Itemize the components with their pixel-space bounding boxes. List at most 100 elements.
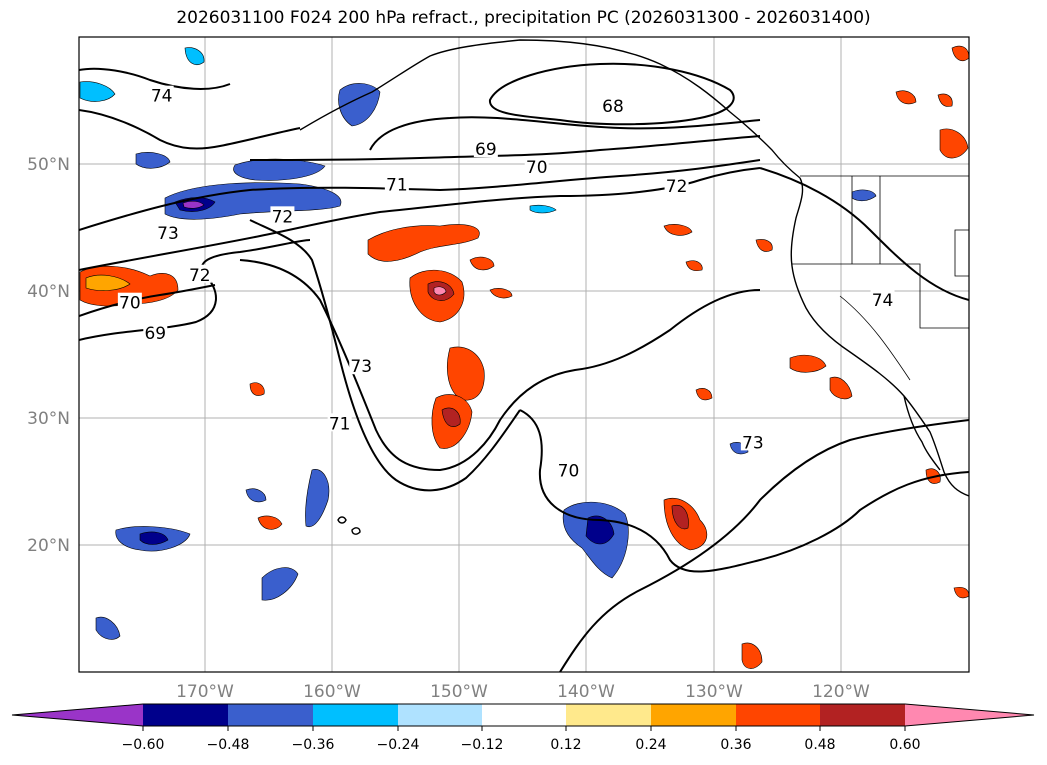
colorbar-extend-min (12, 704, 143, 726)
colorbar-tick: 0.60 (889, 737, 920, 753)
contour-71-loop (249, 219, 521, 492)
political-borders (792, 175, 969, 381)
lon-label: 150°W (430, 682, 488, 702)
colorbar-segment (143, 704, 228, 726)
contour-72 (79, 167, 761, 271)
contour-label-bg (601, 95, 625, 114)
precip-pos-area (951, 45, 969, 61)
contour-label-bg (740, 432, 765, 451)
precip-neg-area (95, 616, 121, 640)
contour-73-east (559, 419, 969, 672)
colorbar-tick: −0.12 (461, 737, 504, 753)
colorbar-tick: −0.60 (122, 737, 165, 753)
contour-label-bg (187, 264, 212, 283)
colorbar-segment (398, 704, 482, 726)
lat-label: 40°N (27, 282, 70, 302)
contour-74-east (759, 167, 969, 301)
precip-pos-area (433, 286, 447, 296)
contour-70-loop (519, 409, 969, 573)
lon-label: 130°W (685, 682, 743, 702)
contour-68 (488, 62, 735, 126)
colorbar-tick: −0.24 (377, 737, 420, 753)
precip-pos-area (663, 224, 693, 236)
contour-label: 70 (526, 158, 548, 178)
precip-neg-area (585, 515, 615, 545)
precip-pos-area (367, 224, 480, 262)
contour-label: 68 (602, 97, 624, 117)
precip-pos-area (695, 388, 713, 401)
precip-neg-area (305, 469, 330, 528)
colorbar-extend-max (905, 704, 1034, 726)
contour-label: 69 (475, 140, 497, 160)
precip-neg-area (245, 488, 267, 503)
colorbar-segment (313, 704, 398, 726)
axis-labels: 170°W 160°W 150°W 140°W 130°W 120°W 50°N… (27, 155, 870, 702)
precip-neg-area (135, 152, 171, 169)
precip-pos-area (489, 288, 513, 299)
contour-label: 73 (157, 224, 179, 244)
contour-74-nw (79, 67, 231, 90)
coastline-hawaii-1 (337, 516, 347, 524)
precip-neg-area (529, 204, 557, 214)
contour-label: 72 (666, 177, 688, 197)
contour-70 (249, 135, 761, 161)
lon-label: 170°W (176, 682, 234, 702)
gridlines (79, 37, 969, 672)
contour-label-bg (384, 174, 409, 193)
precip-pos-area (441, 407, 461, 427)
colorbar-tick: 0.36 (720, 737, 751, 753)
colorbar-segment (566, 704, 651, 726)
precip-neg-area (184, 47, 205, 65)
map-title: 2026031100 F024 200 hPa refract., precip… (176, 8, 871, 28)
precip-pos-area (741, 642, 763, 669)
colorbar-tick: 0.24 (635, 737, 666, 753)
contour-label: 73 (350, 357, 372, 377)
colorbar-segment (228, 704, 313, 726)
map-frame (78, 36, 970, 673)
contour-label: 69 (144, 324, 166, 344)
coastline-baja (903, 395, 941, 471)
contour-label: 74 (151, 87, 173, 107)
contour-label: 72 (272, 207, 294, 227)
precip-neg-area (164, 182, 342, 220)
contour-label-bg (143, 323, 168, 342)
precip-pos-area (953, 586, 969, 599)
precip-pos-area (671, 504, 689, 530)
precip-neg-area (182, 200, 205, 209)
precip-pos-area (939, 128, 969, 159)
precip-pos-area (85, 274, 131, 291)
contour-label-bg (327, 413, 352, 432)
contour-label-bg (270, 206, 295, 225)
colorbar-tick: −0.48 (207, 737, 250, 753)
lat-label: 20°N (27, 536, 70, 556)
colorbar-segment (736, 704, 820, 726)
contour-label: 71 (329, 414, 351, 434)
precip-pos-area (447, 346, 485, 401)
contour-70-west (79, 284, 216, 317)
precip-pos-area (257, 515, 283, 530)
contour-label: 70 (558, 461, 580, 481)
contour-label: 70 (119, 294, 141, 314)
precip-neg-area (338, 83, 381, 127)
contour-label-bg (556, 460, 581, 479)
precip-pos-area (937, 93, 953, 107)
contour-label: 74 (872, 291, 894, 311)
colorbar-tick: −0.36 (292, 737, 335, 753)
contour-label-bg (473, 139, 498, 158)
lon-label: 160°W (303, 682, 361, 702)
contour-69 (369, 116, 761, 151)
contour-label-bg (664, 175, 689, 194)
colorbar-segment (651, 704, 736, 726)
contour-label-bg (149, 85, 174, 104)
precip-pos-area (249, 382, 265, 396)
coastline-north-america (790, 177, 969, 497)
contour-label: 72 (189, 266, 211, 286)
precip-pos-area (829, 376, 853, 400)
lat-label: 30°N (27, 409, 70, 429)
precip-pos-area (895, 90, 917, 105)
contour-label-bg (156, 222, 180, 241)
coastline-hawaii-2 (351, 527, 361, 535)
